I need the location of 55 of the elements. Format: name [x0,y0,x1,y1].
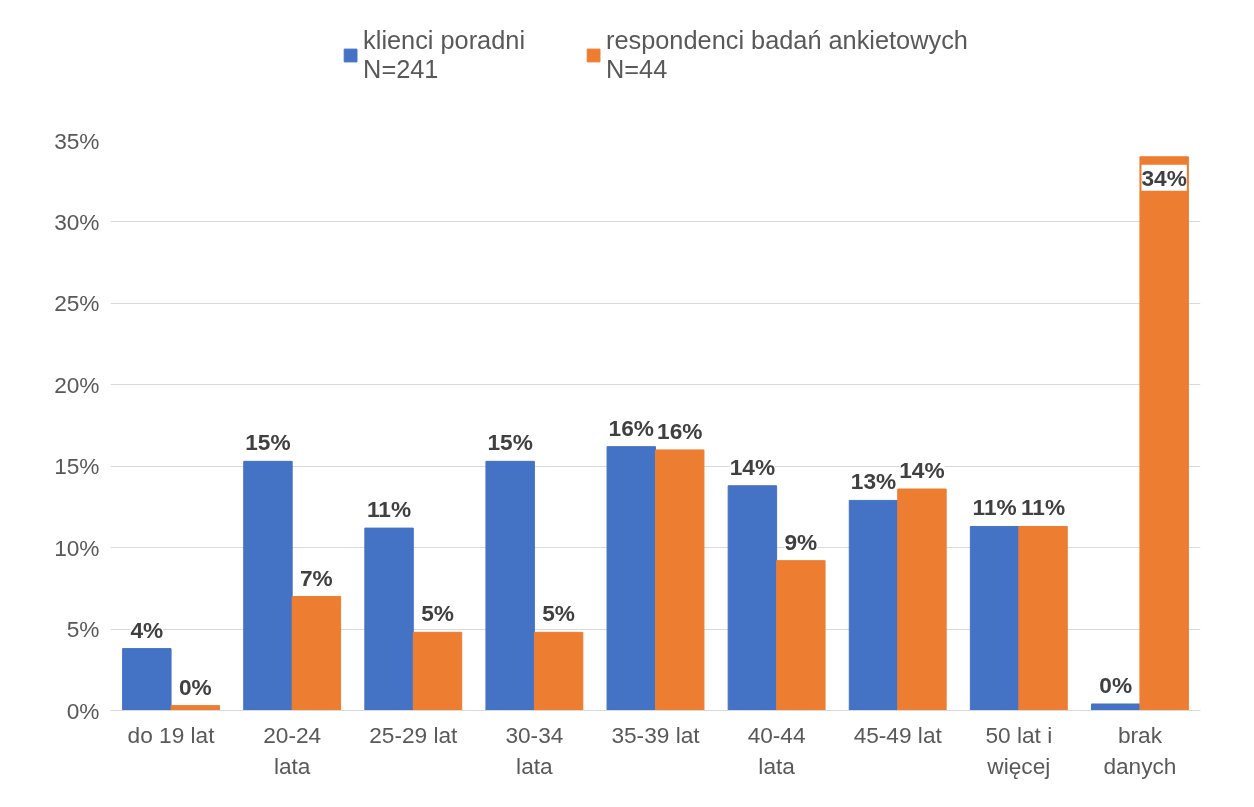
data-label: 14% [729,453,776,480]
bar [243,460,293,711]
bar [1139,156,1189,711]
bar [848,499,899,711]
bar [533,631,584,711]
x-tick-label: brak danych [1103,721,1177,779]
bar [122,648,172,711]
data-label: 5% [421,600,454,627]
data-label: 15% [245,429,291,456]
bar [1091,703,1141,711]
x-tick-label: 25-29 lat [369,721,459,748]
y-tick-label: 20% [54,371,100,398]
bar [364,527,414,711]
x-tick-label: 30-34 lata [505,721,564,779]
y-tick-label: 30% [54,208,100,235]
bar [485,460,535,711]
bar [969,525,1020,711]
data-label: 0% [178,673,212,700]
legend-label: respondenci badań ankietowych N=44 [606,26,968,84]
data-label: 16% [657,417,703,444]
bar [170,705,220,711]
data-label: 13% [850,468,897,495]
data-label: 7% [300,564,333,591]
x-tick-label: 35-39 lat [611,721,701,748]
data-label: 16% [608,414,654,441]
data-label: 11% [972,494,1017,521]
x-tick-label: 45-49 lat [853,721,943,748]
y-tick-label: 25% [54,290,100,317]
data-label: 15% [487,429,533,456]
y-tick-label: 15% [54,453,100,480]
x-tick-label: 50 lat i więcej [985,721,1053,779]
bar [1018,525,1068,711]
data-label: 14% [899,457,945,484]
bar [606,446,656,711]
data-label: 9% [784,528,818,555]
legend-label: klienci poradni N=241 [363,26,526,84]
bar [655,449,705,711]
data-label: 0% [1099,671,1133,698]
bar [412,631,463,711]
data-label: 11% [1021,494,1066,521]
bar [776,560,826,711]
data-label: 5% [542,600,575,627]
bar [291,596,342,711]
x-tick-label: 20-24 lata [263,721,322,779]
bar [727,485,778,711]
data-label: 34% [1141,164,1187,191]
y-tick-label: 10% [54,534,100,561]
y-tick-label: 5% [66,616,100,643]
y-tick-label: 0% [66,697,100,724]
data-label: 11% [367,496,412,523]
x-tick-label: 40-44 lata [747,721,806,779]
y-tick-label: 35% [54,127,100,154]
bar [897,488,947,711]
data-label: 4% [130,616,164,643]
x-tick-label: do 19 lat [127,721,216,748]
